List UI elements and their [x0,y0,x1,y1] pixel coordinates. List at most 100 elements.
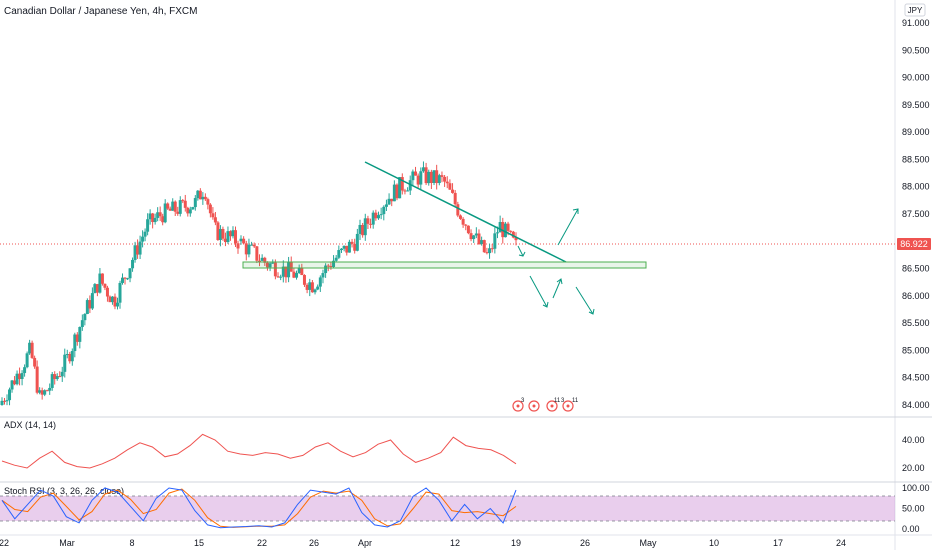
projection-arrows[interactable] [517,208,595,315]
candle-body [495,232,499,234]
candle-body [451,189,455,193]
candle-body [40,390,44,395]
adx-axis[interactable]: 40.00 20.00 [902,435,925,473]
candle-body [45,390,49,392]
candle-body [488,248,492,254]
arrow-down-breakdown[interactable] [529,275,549,308]
candle-body [440,175,444,177]
candle-body [292,271,296,278]
candle-body [136,245,140,255]
price-tick-label: 86.500 [902,264,930,274]
candle-body [15,373,19,385]
event-count-badge: 3 [521,398,525,404]
arrow-down-continuation[interactable] [575,286,595,315]
candle-body [247,244,251,255]
candle-body [211,213,215,218]
candle-body [342,245,346,249]
candle-body [231,230,235,237]
adx-pane-title[interactable]: ADX (14, 14) [4,420,56,430]
candle-body [260,257,264,261]
candle-body [239,238,243,242]
stoch-rsi-pane-title[interactable]: Stoch RSI (3, 3, 26, 26, close) [4,486,124,496]
candle-body [3,400,7,402]
candle-body [121,277,125,283]
candle-body [43,390,47,395]
candle-body [424,167,428,184]
candle-body [445,181,449,184]
candle-body [324,265,328,274]
price-tick-label: 86.000 [902,291,930,301]
candle-body [469,233,473,240]
price-tick-label: 88.000 [902,182,930,192]
candle-body [493,233,497,249]
candle-body [273,262,277,277]
candle-body [514,237,518,241]
time-tick-label: 22 [0,538,9,548]
economic-event-markers[interactable]: 3 11 3 11 [512,398,579,412]
candle-body [83,313,87,321]
candle-body [103,283,107,288]
candle-body [143,231,147,237]
candle-body [110,296,114,303]
descending-trendline[interactable] [364,161,567,263]
arrow-down-small[interactable] [517,245,526,257]
candle-body [435,170,439,184]
candle-body [379,214,383,216]
candle-body [244,243,248,255]
candle-body [65,353,69,355]
time-tick-label: 26 [309,538,319,548]
candle-body [131,259,135,269]
candle-body [193,198,197,208]
candle-body [183,200,187,208]
event-count-badge: 11 [554,398,561,404]
candle-body [398,177,402,199]
stoch-axis[interactable]: 100.00 50.00 0.00 [902,483,930,534]
time-axis[interactable]: 22 Mar 8 15 22 26 Apr 12 19 26 May 10 17 24 [0,538,846,548]
candle-body [461,218,465,225]
candle-body [80,320,84,328]
price-tick-label: 87.500 [902,209,930,219]
arrow-up-breakout[interactable] [557,208,579,246]
candle-body [73,334,77,352]
candle-body [281,266,285,277]
stoch-tick-label: 0.00 [902,524,920,534]
candle-body [8,389,12,401]
candle-body [181,200,185,202]
adx-tick-label: 40.00 [902,435,925,445]
candle-body [163,203,167,223]
candle-body [501,222,505,238]
price-axis[interactable]: 91.000 90.500 90.000 89.500 89.000 88.500 88.0… [902,18,930,410]
candle-body [363,218,367,236]
candle-body [263,257,267,263]
candle-body [482,240,486,253]
candle-body [105,287,109,297]
candle-body [419,171,423,185]
candle-body [258,260,262,262]
event-icon-dot [532,404,536,408]
candle-body [176,211,180,214]
arrow-retest-up[interactable] [552,278,563,299]
candle-body [255,246,259,261]
candle-body [48,387,52,391]
last-price-label-box [897,238,931,250]
candle-body [295,273,299,278]
currency-badge[interactable]: JPY [908,6,923,15]
support-zone-rectangle[interactable] [242,261,647,269]
candle-body [414,171,418,176]
candle-body [400,177,404,191]
candle-body [276,276,280,278]
candle-body [28,342,32,354]
candle-body [173,201,177,212]
time-tick-label: 10 [709,538,719,548]
candle-body [361,224,365,236]
candle-body [432,170,436,183]
candlestick-series [0,161,518,406]
candle-body [456,204,460,216]
event-count-badge: 11 [572,398,579,404]
candle-body [308,282,312,290]
candle-body [466,225,470,234]
candle-body [297,268,301,274]
candle-body [458,215,462,219]
currency-badge-box[interactable] [904,3,926,17]
